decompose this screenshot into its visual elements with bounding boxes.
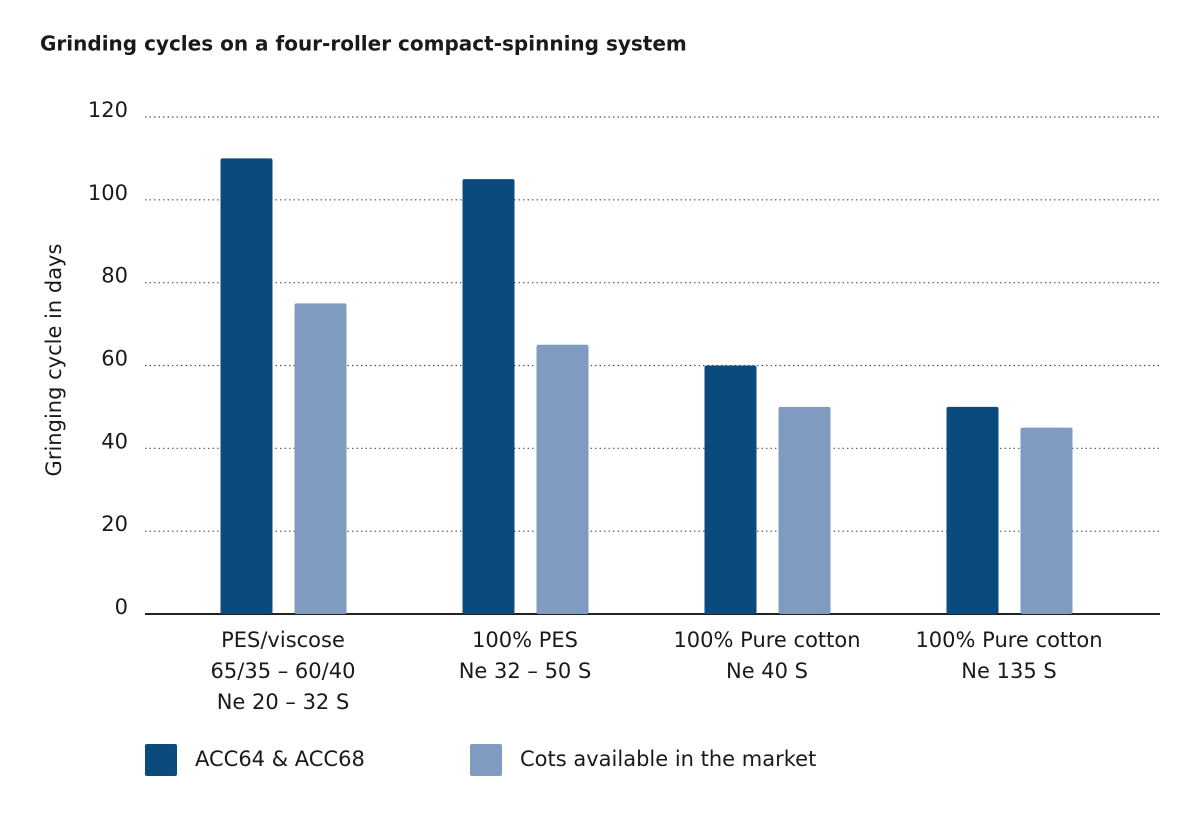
y-tick-label: 100	[88, 181, 128, 205]
chart-title: Grinding cycles on a four-roller compact…	[40, 32, 687, 56]
bar	[1020, 427, 1073, 614]
y-axis-label: Gringing cycle in days	[42, 244, 66, 477]
legend-swatch	[470, 744, 502, 776]
x-tick-label: 100% PES	[472, 628, 578, 652]
y-tick-label: 0	[115, 595, 128, 619]
bar	[946, 406, 999, 614]
bar	[704, 365, 757, 614]
x-tick-label: Ne 40 S	[726, 659, 808, 683]
x-tick-label: Ne 32 – 50 S	[459, 659, 592, 683]
y-tick-label: 60	[101, 347, 128, 371]
bar	[462, 179, 515, 614]
y-tick-label: 20	[101, 512, 128, 536]
legend-swatch	[145, 744, 177, 776]
y-tick-label: 120	[88, 98, 128, 122]
x-tick-label: 65/35 – 60/40	[211, 659, 356, 683]
x-tick-label: Ne 135 S	[961, 659, 1056, 683]
bar	[536, 344, 589, 614]
x-tick-label: Ne 20 – 32 S	[217, 690, 350, 714]
bar	[220, 158, 273, 614]
x-tick-label: 100% Pure cotton	[915, 628, 1102, 652]
x-tick-label: 100% Pure cotton	[673, 628, 860, 652]
x-tick-label: PES/viscose	[221, 628, 345, 652]
y-tick-label: 80	[101, 264, 128, 288]
legend-label: Cots available in the market	[520, 747, 816, 771]
legend-label: ACC64 & ACC68	[195, 747, 365, 771]
bar	[294, 303, 347, 614]
y-tick-label: 40	[101, 429, 128, 453]
bar	[778, 406, 831, 614]
